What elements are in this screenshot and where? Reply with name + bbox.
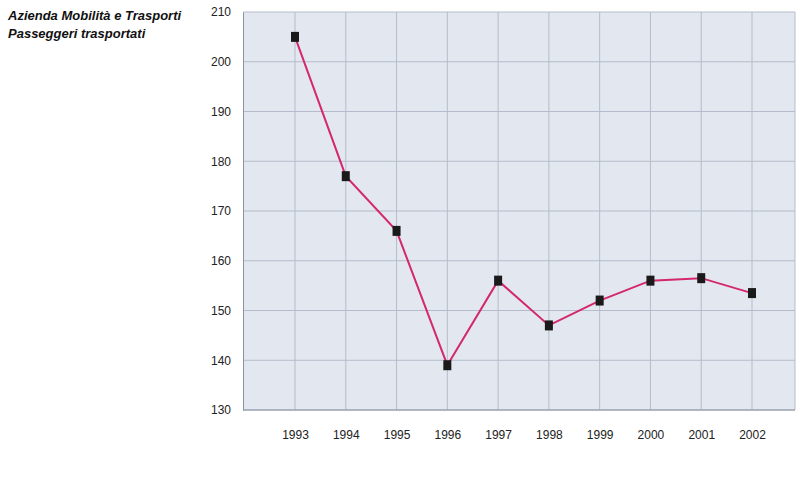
subtitle: Passeggeri trasportati: [8, 26, 146, 41]
grid-line-y: [243, 310, 795, 311]
marker: [646, 276, 654, 286]
chart: Azienda Mobilità e Trasporti Passeggeri t…: [0, 0, 800, 500]
title: Azienda Mobilità e Trasporti: [7, 8, 182, 23]
y-tick: 200: [211, 55, 243, 69]
plot-background: [243, 12, 795, 410]
x-tick: 1997: [485, 410, 512, 442]
x-tick: 2001: [688, 410, 715, 442]
x-axis: 1993 1994 1995 1996 1997 1998 1999 2000 2001 2002: [243, 410, 795, 442]
x-tick: 1993: [282, 410, 309, 442]
grid-line-x: [295, 12, 296, 410]
y-tick-label: 130: [211, 403, 231, 417]
x-tick: 1999: [587, 410, 614, 442]
x-tick-label: 1995: [384, 428, 411, 442]
grid-line-y: [243, 12, 795, 13]
grid-line-y: [243, 211, 795, 212]
y-tick: 190: [211, 105, 243, 119]
x-tick: 1998: [536, 410, 563, 442]
y-tick-label: 170: [211, 204, 231, 218]
marker: [748, 288, 756, 298]
x-tick: 2002: [739, 410, 766, 442]
grid-line-x: [752, 12, 753, 410]
marker: [393, 226, 401, 236]
grid-line-x: [599, 12, 600, 410]
y-tick: 140: [211, 354, 243, 368]
grid-line-y: [243, 161, 795, 162]
x-tick-label: 2001: [688, 428, 715, 442]
x-axis-line: [243, 410, 795, 411]
marker: [494, 276, 502, 286]
y-tick-label: 150: [211, 304, 231, 318]
x-tick-label: 1997: [485, 428, 512, 442]
marker: [697, 273, 705, 283]
grid-line-x: [345, 12, 346, 410]
grid: [243, 12, 795, 410]
y-tick-label: 200: [211, 55, 231, 69]
y-tick: 180: [211, 155, 243, 169]
x-tick-label: 1994: [333, 428, 360, 442]
x-tick: 1994: [333, 410, 360, 442]
line: [295, 37, 752, 365]
x-tick: 1996: [434, 410, 461, 442]
y-tick-label: 180: [211, 155, 231, 169]
y-tick: 170: [211, 204, 243, 218]
y-tick: 210: [211, 5, 243, 19]
grid-line-y: [243, 111, 795, 112]
grid-line-y: [243, 360, 795, 361]
plot-border: [795, 12, 796, 410]
marker: [596, 296, 604, 306]
y-tick: 150: [211, 304, 243, 318]
x-tick: 2000: [638, 410, 665, 442]
y-tick-label: 140: [211, 354, 231, 368]
y-tick: 130: [211, 403, 243, 417]
grid-line-y: [243, 260, 795, 261]
x-tick-label: 2002: [739, 428, 766, 442]
grid-line-x: [701, 12, 702, 410]
x-tick-label: 2000: [638, 428, 665, 442]
grid-line-y: [243, 61, 795, 62]
y-axis: 130 140 150 160 170 180 190 200 210: [211, 5, 244, 417]
y-axis-line: [243, 13, 244, 411]
y-tick-label: 160: [211, 254, 231, 268]
x-tick: 1995: [384, 410, 411, 442]
data-layer: [291, 32, 756, 370]
grid-line-y: [243, 410, 795, 411]
y-tick-label: 210: [211, 5, 231, 19]
x-tick-label: 1999: [587, 428, 614, 442]
x-tick-label: 1996: [434, 428, 461, 442]
grid-line-x: [650, 12, 651, 410]
marker: [443, 360, 451, 370]
marker: [342, 171, 350, 181]
y-tick-label: 190: [211, 105, 231, 119]
marker: [545, 320, 553, 330]
grid-line-x: [447, 12, 448, 410]
y-tick: 160: [211, 254, 243, 268]
x-tick-label: 1998: [536, 428, 563, 442]
grid-line-x: [548, 12, 549, 410]
x-tick-label: 1993: [282, 428, 309, 442]
marker: [291, 32, 299, 42]
grid-line-x: [396, 12, 397, 410]
grid-line-x: [498, 12, 499, 410]
